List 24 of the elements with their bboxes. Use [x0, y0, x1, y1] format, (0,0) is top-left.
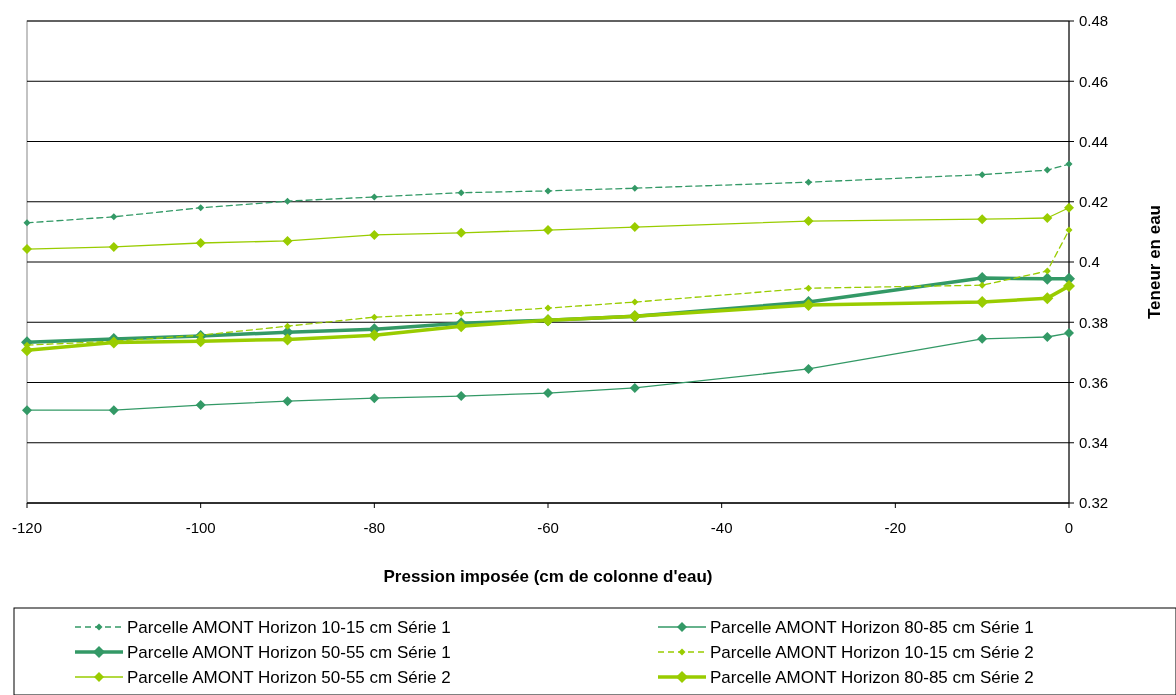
- x-tick-label: 0: [1064, 519, 1074, 536]
- y-axis-title: Teneur en eau: [1145, 205, 1164, 319]
- legend-label: Parcelle AMONT Horizon 80-85 cm Série 1: [710, 617, 1034, 637]
- y-tick-label: 0.36: [1079, 373, 1109, 391]
- x-tick-label: -80: [363, 519, 386, 536]
- y-tick-label: 0.32: [1079, 494, 1109, 512]
- x-tick-label: -40: [710, 519, 733, 536]
- x-tick-label: -20: [884, 519, 907, 536]
- y-tick-label: 0.34: [1079, 434, 1109, 451]
- y-tick-label: 0.48: [1079, 12, 1109, 30]
- legend-label: Parcelle AMONT Horizon 10-15 cm Série 2: [710, 642, 1034, 662]
- x-axis-title: Pression imposée (cm de colonne d'eau): [383, 567, 713, 586]
- legend-label: Parcelle AMONT Horizon 80-85 cm Série 2: [710, 667, 1034, 687]
- legend-label: Parcelle AMONT Horizon 50-55 cm Série 1: [127, 642, 451, 662]
- legend-label: Parcelle AMONT Horizon 50-55 cm Série 2: [127, 667, 451, 687]
- x-tick-label: -100: [185, 519, 216, 536]
- x-tick-label: -60: [537, 519, 559, 536]
- legend-label: Parcelle AMONT Horizon 10-15 cm Série 1: [127, 617, 451, 637]
- x-tick-label: -120: [11, 519, 43, 536]
- y-tick-label: 0.46: [1079, 72, 1109, 90]
- y-tick-label: 0.42: [1079, 193, 1109, 210]
- y-tick-label: 0.44: [1079, 132, 1109, 150]
- y-tick-label: 0.4: [1079, 253, 1100, 271]
- y-tick-label: 0.38: [1079, 313, 1109, 331]
